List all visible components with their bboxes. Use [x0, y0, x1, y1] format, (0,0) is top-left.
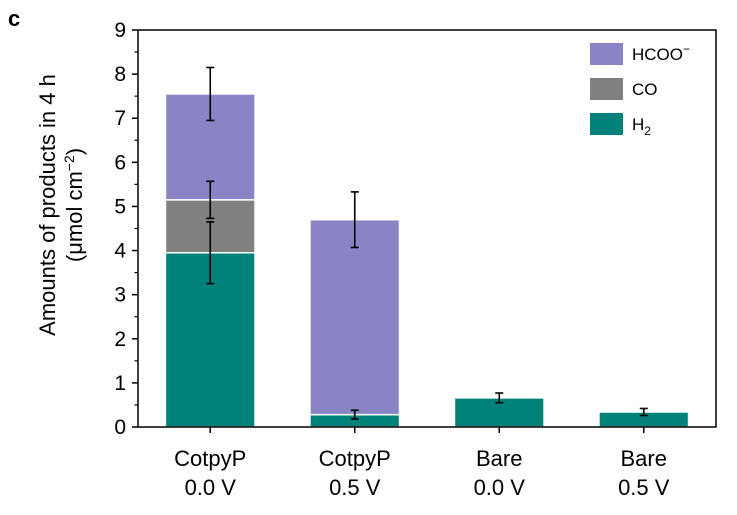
y-tick-label-4: 4 — [114, 240, 126, 263]
x-tick-label-3-line1: Bare — [476, 446, 522, 471]
legend-item-co: CO — [590, 78, 658, 100]
axes-layer: CotpyP 0.0 V CotpyP 0.5 V Bare 0.0 V Bare 0.5 V… — [114, 19, 717, 500]
error-bar-h-2 — [350, 409, 359, 420]
legend: HCOO− CO H2 — [590, 42, 690, 138]
error-bar-h-3 — [495, 392, 504, 404]
y-tick-label-5: 5 — [114, 195, 126, 218]
y-tick-label-2: 2 — [114, 328, 126, 351]
error-bar-h-4 — [639, 407, 648, 417]
legend-swatch — [590, 113, 623, 135]
y-axis-label-line2: (μmol cm−2) — [61, 148, 87, 262]
legend-swatch — [590, 43, 623, 65]
x-tick-label-2-line1: CotpyP — [319, 446, 391, 471]
panel-label: c — [8, 6, 20, 31]
error-bar-co-1 — [206, 180, 215, 220]
y-tick-label-0: 0 — [114, 416, 126, 439]
legend-item-h: H2 — [590, 113, 651, 138]
error-bar-h-1 — [206, 221, 215, 285]
legend-label: H2 — [632, 115, 651, 138]
y-axis-label: Amounts of products in 4 h (μmol cm−2) — [35, 74, 87, 336]
legend-item-hcoo: HCOO− — [590, 42, 690, 65]
error-bar-hcoo-1 — [206, 66, 215, 122]
error-bars-layer — [206, 66, 648, 420]
x-tick-label-2-line2: 0.5 V — [329, 475, 381, 500]
x-tick-label-1-line2: 0.0 V — [185, 475, 237, 500]
y-tick-label-8: 8 — [114, 63, 126, 86]
y-axis-label-line1: Amounts of products in 4 h — [35, 74, 60, 336]
y-tick-label-3: 3 — [114, 284, 126, 307]
y-tick-label-7: 7 — [114, 107, 126, 130]
x-tick-label-1-line1: CotpyP — [174, 446, 246, 471]
x-tick-label-3-line2: 0.0 V — [474, 475, 526, 500]
x-tick-label-4-line2: 0.5 V — [618, 475, 670, 500]
y-tick-label-9: 9 — [114, 19, 126, 42]
y-tick-label-1: 1 — [114, 372, 126, 395]
legend-label: HCOO− — [632, 42, 690, 64]
bar-segment-hcoo-2 — [309, 218, 401, 416]
bars-layer — [164, 93, 690, 428]
y-tick-label-6: 6 — [114, 151, 126, 174]
legend-label: CO — [632, 80, 658, 99]
x-tick-label-4-line1: Bare — [621, 446, 667, 471]
legend-swatch — [590, 78, 623, 100]
error-bar-hcoo-2 — [350, 191, 359, 249]
